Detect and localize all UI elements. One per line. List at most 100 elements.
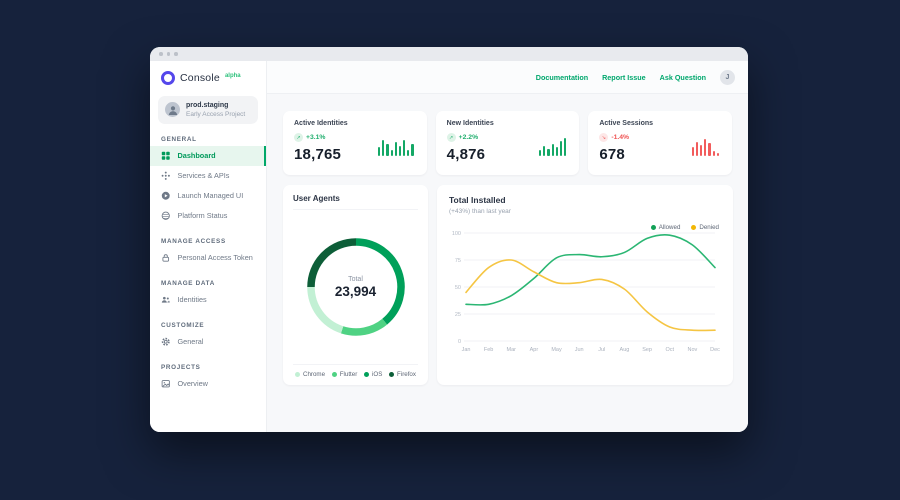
spark-bar [394, 142, 397, 156]
stat-change-value: -1.4% [611, 134, 630, 141]
stat-title: Active Identities [294, 120, 348, 127]
x-tick-label: Aug [620, 347, 630, 353]
spark-bar [716, 153, 719, 156]
sidebar-item-services-apis[interactable]: Services & APIs [150, 166, 266, 186]
sidebar-item-general[interactable]: General [150, 332, 266, 352]
sidebar-item-label: Services & APIs [177, 171, 230, 180]
brand-name: Console [180, 72, 220, 84]
donut-chart [306, 238, 405, 336]
project-selector[interactable]: prod.staging Early Access Project [158, 96, 258, 124]
main-area: Documentation Report Issue Ask Question … [267, 61, 748, 432]
legend-dot [295, 372, 300, 377]
sidebar-item-launch-managed-ui[interactable]: Launch Managed UI [150, 186, 266, 206]
x-tick-label: Oct [665, 347, 674, 353]
window-maximize-button[interactable] [174, 52, 178, 56]
status-gauge-icon [161, 211, 170, 220]
x-tick-label: Jan [462, 347, 471, 353]
sidebar: Console alpha prod.staging Early Access … [150, 61, 267, 432]
sidebar-item-identities[interactable]: Identities [150, 290, 266, 310]
legend-item-flutter: Flutter [331, 371, 358, 378]
people-icon [161, 296, 170, 303]
stat-value: 18,765 [294, 146, 342, 163]
series-line-allowed [465, 233, 716, 306]
sidebar-item-label: Identities [177, 295, 207, 304]
lock-icon [162, 254, 170, 262]
stat-value: 4,876 [446, 146, 486, 163]
section-label-projects: PROJECTS [161, 363, 201, 371]
y-tick-label: 100 [452, 231, 461, 237]
dashboard-content: Active Identities ↗ +3.1% 18,765 New Ide… [267, 94, 748, 385]
top-header: Documentation Report Issue Ask Question … [267, 61, 748, 94]
stat-card-active-identities: Active Identities ↗ +3.1% 18,765 [283, 111, 427, 175]
total-installed-panel: Total Installed (+43%) than last year Al… [437, 185, 733, 385]
sidebar-item-overview[interactable]: Overview [150, 374, 266, 394]
spark-bar [377, 147, 381, 156]
sidebar-item-label: Platform Status [177, 211, 228, 220]
section-label-general: GENERAL [161, 135, 197, 143]
legend-dot [364, 372, 369, 377]
legend-item-denied: Denied [691, 224, 719, 231]
donut-segment-flutter [340, 318, 387, 336]
y-tick-label: 75 [455, 258, 461, 264]
section-label-manage-data: MANAGE DATA [161, 279, 215, 287]
sidebar-item-platform-status[interactable]: Platform Status [150, 206, 266, 226]
legend-label: Allowed [658, 224, 681, 231]
panel-title: User Agents [293, 194, 340, 203]
stat-change-value: +3.1% [306, 134, 326, 141]
trend-up-icon: ↗ [294, 133, 303, 142]
legend-label: Firefox [397, 371, 416, 378]
stat-title: Active Sessions [599, 120, 654, 127]
report-issue-link[interactable]: Report Issue [602, 72, 646, 82]
donut-center-value: 23,994 [334, 283, 377, 299]
sidebar-item-label: Dashboard [177, 151, 216, 160]
donut-center-label: Total [348, 275, 363, 283]
legend-label: Chrome [303, 371, 326, 378]
sparkline-bar-chart [539, 136, 567, 156]
project-name: prod.staging [186, 102, 229, 109]
spark-bar [403, 140, 406, 156]
stat-value: 678 [599, 146, 625, 163]
spark-bar [539, 150, 542, 156]
brand[interactable]: Console alpha [150, 61, 266, 85]
spark-bar [543, 146, 546, 156]
legend-item-allowed: Allowed [650, 224, 681, 231]
x-tick-label: Apr [530, 347, 539, 353]
ask-question-link[interactable]: Ask Question [659, 72, 706, 82]
spark-bar [559, 141, 563, 156]
x-tick-label: Nov [687, 347, 697, 353]
user-agents-panel: User Agents Total 23,994 Chrome Flutter iO… [283, 185, 428, 385]
brand-logo-icon [161, 71, 175, 85]
sidebar-item-label: Overview [177, 379, 208, 388]
services-hub-icon [161, 171, 170, 180]
sparkline-bar-chart [691, 136, 719, 156]
sidebar-item-label: Personal Access Token [177, 253, 253, 262]
section-label-manage-access: MANAGE ACCESS [161, 237, 226, 245]
image-icon [161, 379, 170, 388]
documentation-link[interactable]: Documentation [535, 72, 589, 82]
sidebar-item-label: General [177, 337, 204, 346]
y-tick-label: 25 [455, 312, 461, 318]
stats-row: Active Identities ↗ +3.1% 18,765 New Ide… [283, 111, 732, 175]
x-tick-label: May [551, 347, 562, 353]
donut-segment-ios [355, 238, 405, 325]
legend-item-ios: iOS [364, 371, 382, 378]
y-tick-label: 0 [458, 339, 461, 345]
spark-bar [708, 143, 711, 156]
donut-legend: Chrome Flutter iOS Firefox [293, 364, 418, 378]
stat-card-new-identities: New Identities ↗ +2.2% 4,876 [435, 111, 580, 175]
spark-bar [551, 144, 554, 156]
spark-bar [386, 144, 389, 156]
sidebar-item-personal-access-token[interactable]: Personal Access Token [150, 248, 266, 268]
window-titlebar[interactable] [150, 47, 748, 61]
window-minimize-button[interactable] [166, 52, 170, 56]
series-line-denied [465, 258, 716, 331]
window-close-button[interactable] [159, 52, 163, 56]
trend-down-icon: ↘ [599, 133, 609, 142]
project-avatar [165, 102, 180, 118]
legend-dot [650, 225, 656, 230]
spark-bar [704, 139, 707, 156]
user-avatar[interactable]: J [720, 69, 735, 85]
line-chart: 0 25 50 75 100 Jan Feb Mar Apr May Jun Jul Aug Sep Oct… [452, 231, 720, 353]
sidebar-item-dashboard[interactable]: Dashboard [150, 145, 266, 166]
legend-label: Flutter [339, 371, 358, 378]
